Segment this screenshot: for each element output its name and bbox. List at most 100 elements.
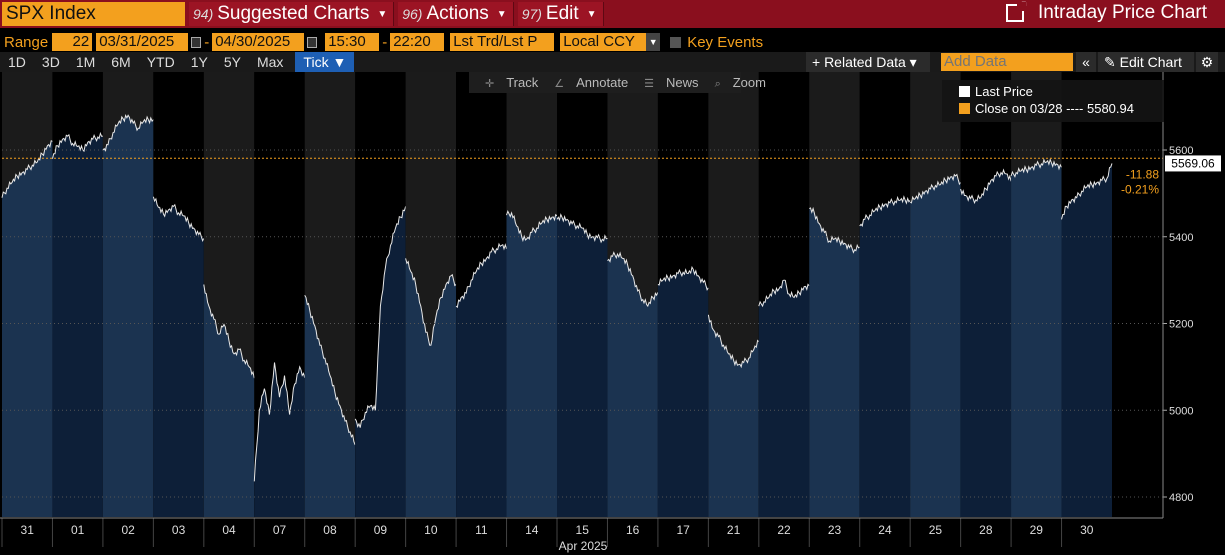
menu-label: Edit: [545, 3, 579, 24]
price-area: [708, 314, 759, 517]
ticker-field[interactable]: SPX Index: [2, 2, 185, 26]
x-tick-label: 07: [273, 523, 287, 537]
suggested-charts-menu[interactable]: 94) Suggested Charts ▼: [189, 2, 395, 26]
price-line: [253, 362, 306, 482]
x-tick-label: 22: [777, 523, 791, 537]
time-dash: -: [382, 33, 388, 51]
edit-menu[interactable]: 97) Edit ▼: [517, 2, 604, 26]
start-time-field[interactable]: 15:30: [325, 33, 380, 51]
menu-number: 97): [521, 6, 542, 22]
change-percent: -0.21%: [1121, 182, 1159, 196]
x-tick-label: 02: [121, 523, 135, 537]
x-tick-label: 01: [71, 523, 85, 537]
tick-button[interactable]: Tick ▼: [295, 52, 355, 72]
top-bar: SPX Index 94) Suggested Charts ▼ 96) Act…: [0, 0, 1225, 28]
price-line: [506, 209, 558, 243]
key-events-checkbox[interactable]: [670, 36, 682, 48]
currency-select[interactable]: Local CCY: [560, 33, 647, 51]
x-tick-label: 14: [525, 523, 539, 537]
caret-down-icon: ▼: [496, 8, 507, 20]
calendar-icon[interactable]: [307, 36, 318, 48]
news-tool[interactable]: ☰ News: [636, 75, 698, 90]
x-tick-label: 04: [222, 523, 236, 537]
period-1d[interactable]: 1D: [8, 54, 26, 70]
price-area: [758, 280, 810, 517]
y-tick-label: 5600: [1169, 145, 1193, 157]
y-tick-label: 5400: [1169, 232, 1193, 244]
x-tick-label: 25: [929, 523, 943, 537]
track-label: Track: [506, 75, 539, 90]
price-line: [556, 213, 608, 244]
legend-close[interactable]: Close on 03/28 ---- 5580.94: [959, 101, 1134, 116]
price-field-select[interactable]: Lst Trd/Lst P: [450, 33, 555, 51]
price-line: [909, 173, 961, 204]
price-line: [102, 113, 154, 152]
end-time-field[interactable]: 22:20: [390, 33, 445, 51]
caret-down-icon: ▼: [377, 8, 388, 20]
x-tick-label: 09: [374, 523, 388, 537]
price-line: [52, 131, 103, 159]
price-area: [203, 284, 255, 517]
price-chart[interactable]: 31 01 02 03 04 07 08 09 10 11 14 15 16 17 21 22 23 24 25 28…: [0, 72, 1225, 555]
days-field[interactable]: 22: [52, 33, 93, 51]
collapse-icon[interactable]: «: [1076, 52, 1096, 72]
annotate-tool[interactable]: ∠ Annotate: [546, 75, 628, 90]
window-title: Intraday Price Chart: [1006, 0, 1207, 24]
period-6m[interactable]: 6M: [111, 54, 131, 70]
x-tick-label: 16: [626, 523, 640, 537]
zoom-tool[interactable]: ⌕ Zoom: [707, 75, 766, 91]
legend-last-price-label: Last Price: [975, 84, 1033, 99]
price-line: [152, 196, 205, 242]
menu-number: 96): [402, 6, 423, 22]
end-date-field[interactable]: 04/30/2025: [212, 33, 305, 51]
price-area: [859, 199, 911, 517]
last-value-text: 5569.06: [1171, 156, 1215, 170]
x-tick-label: 28: [979, 523, 993, 537]
range-label: Range: [4, 33, 49, 51]
gear-icon[interactable]: ⚙: [1196, 52, 1218, 72]
add-data-input[interactable]: [941, 53, 1073, 71]
price-area: [52, 136, 103, 517]
price-line: [455, 242, 507, 309]
legend-last-price[interactable]: Last Price: [959, 84, 1033, 99]
price-line: [607, 251, 659, 308]
caret-down-icon: ▼: [586, 8, 597, 20]
dropdown-arrow-icon[interactable]: ▼: [646, 33, 661, 51]
price-area: [456, 245, 507, 517]
x-tick-label: 15: [576, 523, 590, 537]
period-ytd[interactable]: YTD: [146, 54, 175, 70]
x-tick-label: 10: [424, 523, 438, 537]
price-area: [960, 172, 1012, 517]
price-line: [809, 206, 860, 254]
period-bar: 1D 3D 1M 6M YTD 1Y 5Y Max Tick ▼ + Relat…: [0, 52, 1225, 72]
price-line: [758, 279, 810, 308]
x-tick-label: 08: [323, 523, 337, 537]
price-area: [910, 176, 961, 517]
period-1m[interactable]: 1M: [75, 54, 96, 70]
start-date-field[interactable]: 03/31/2025: [96, 33, 189, 51]
related-data-button[interactable]: + Related Data ▾: [806, 52, 930, 72]
y-tick-label: 5200: [1169, 319, 1193, 331]
window-title-text: Intraday Price Chart: [1038, 2, 1207, 23]
x-tick-label: 31: [21, 523, 35, 537]
calendar-icon[interactable]: [191, 36, 202, 48]
price-area: [304, 295, 356, 517]
y-tick-label: 4800: [1169, 492, 1193, 504]
chart-tools: ✛ Track ∠ Annotate ☰ News ⌕ Zoom: [469, 72, 766, 93]
external-link-icon[interactable]: [1006, 0, 1028, 22]
actions-menu[interactable]: 96) Actions ▼: [398, 2, 514, 26]
price-line: [304, 295, 356, 446]
period-1y[interactable]: 1Y: [190, 54, 208, 70]
track-tool[interactable]: ✛ Track: [477, 75, 538, 90]
x-tick-label: 29: [1030, 523, 1044, 537]
x-tick-label: 23: [828, 523, 842, 537]
x-tick-label: 03: [172, 523, 186, 537]
news-label: News: [666, 75, 699, 90]
price-area: [1011, 162, 1062, 517]
edit-chart-button[interactable]: ✎ Edit Chart: [1098, 52, 1194, 72]
period-5y[interactable]: 5Y: [223, 54, 241, 70]
price-line: [960, 168, 1012, 205]
price-line: [1010, 158, 1062, 178]
period-3d[interactable]: 3D: [41, 54, 60, 70]
period-max[interactable]: Max: [256, 54, 284, 70]
